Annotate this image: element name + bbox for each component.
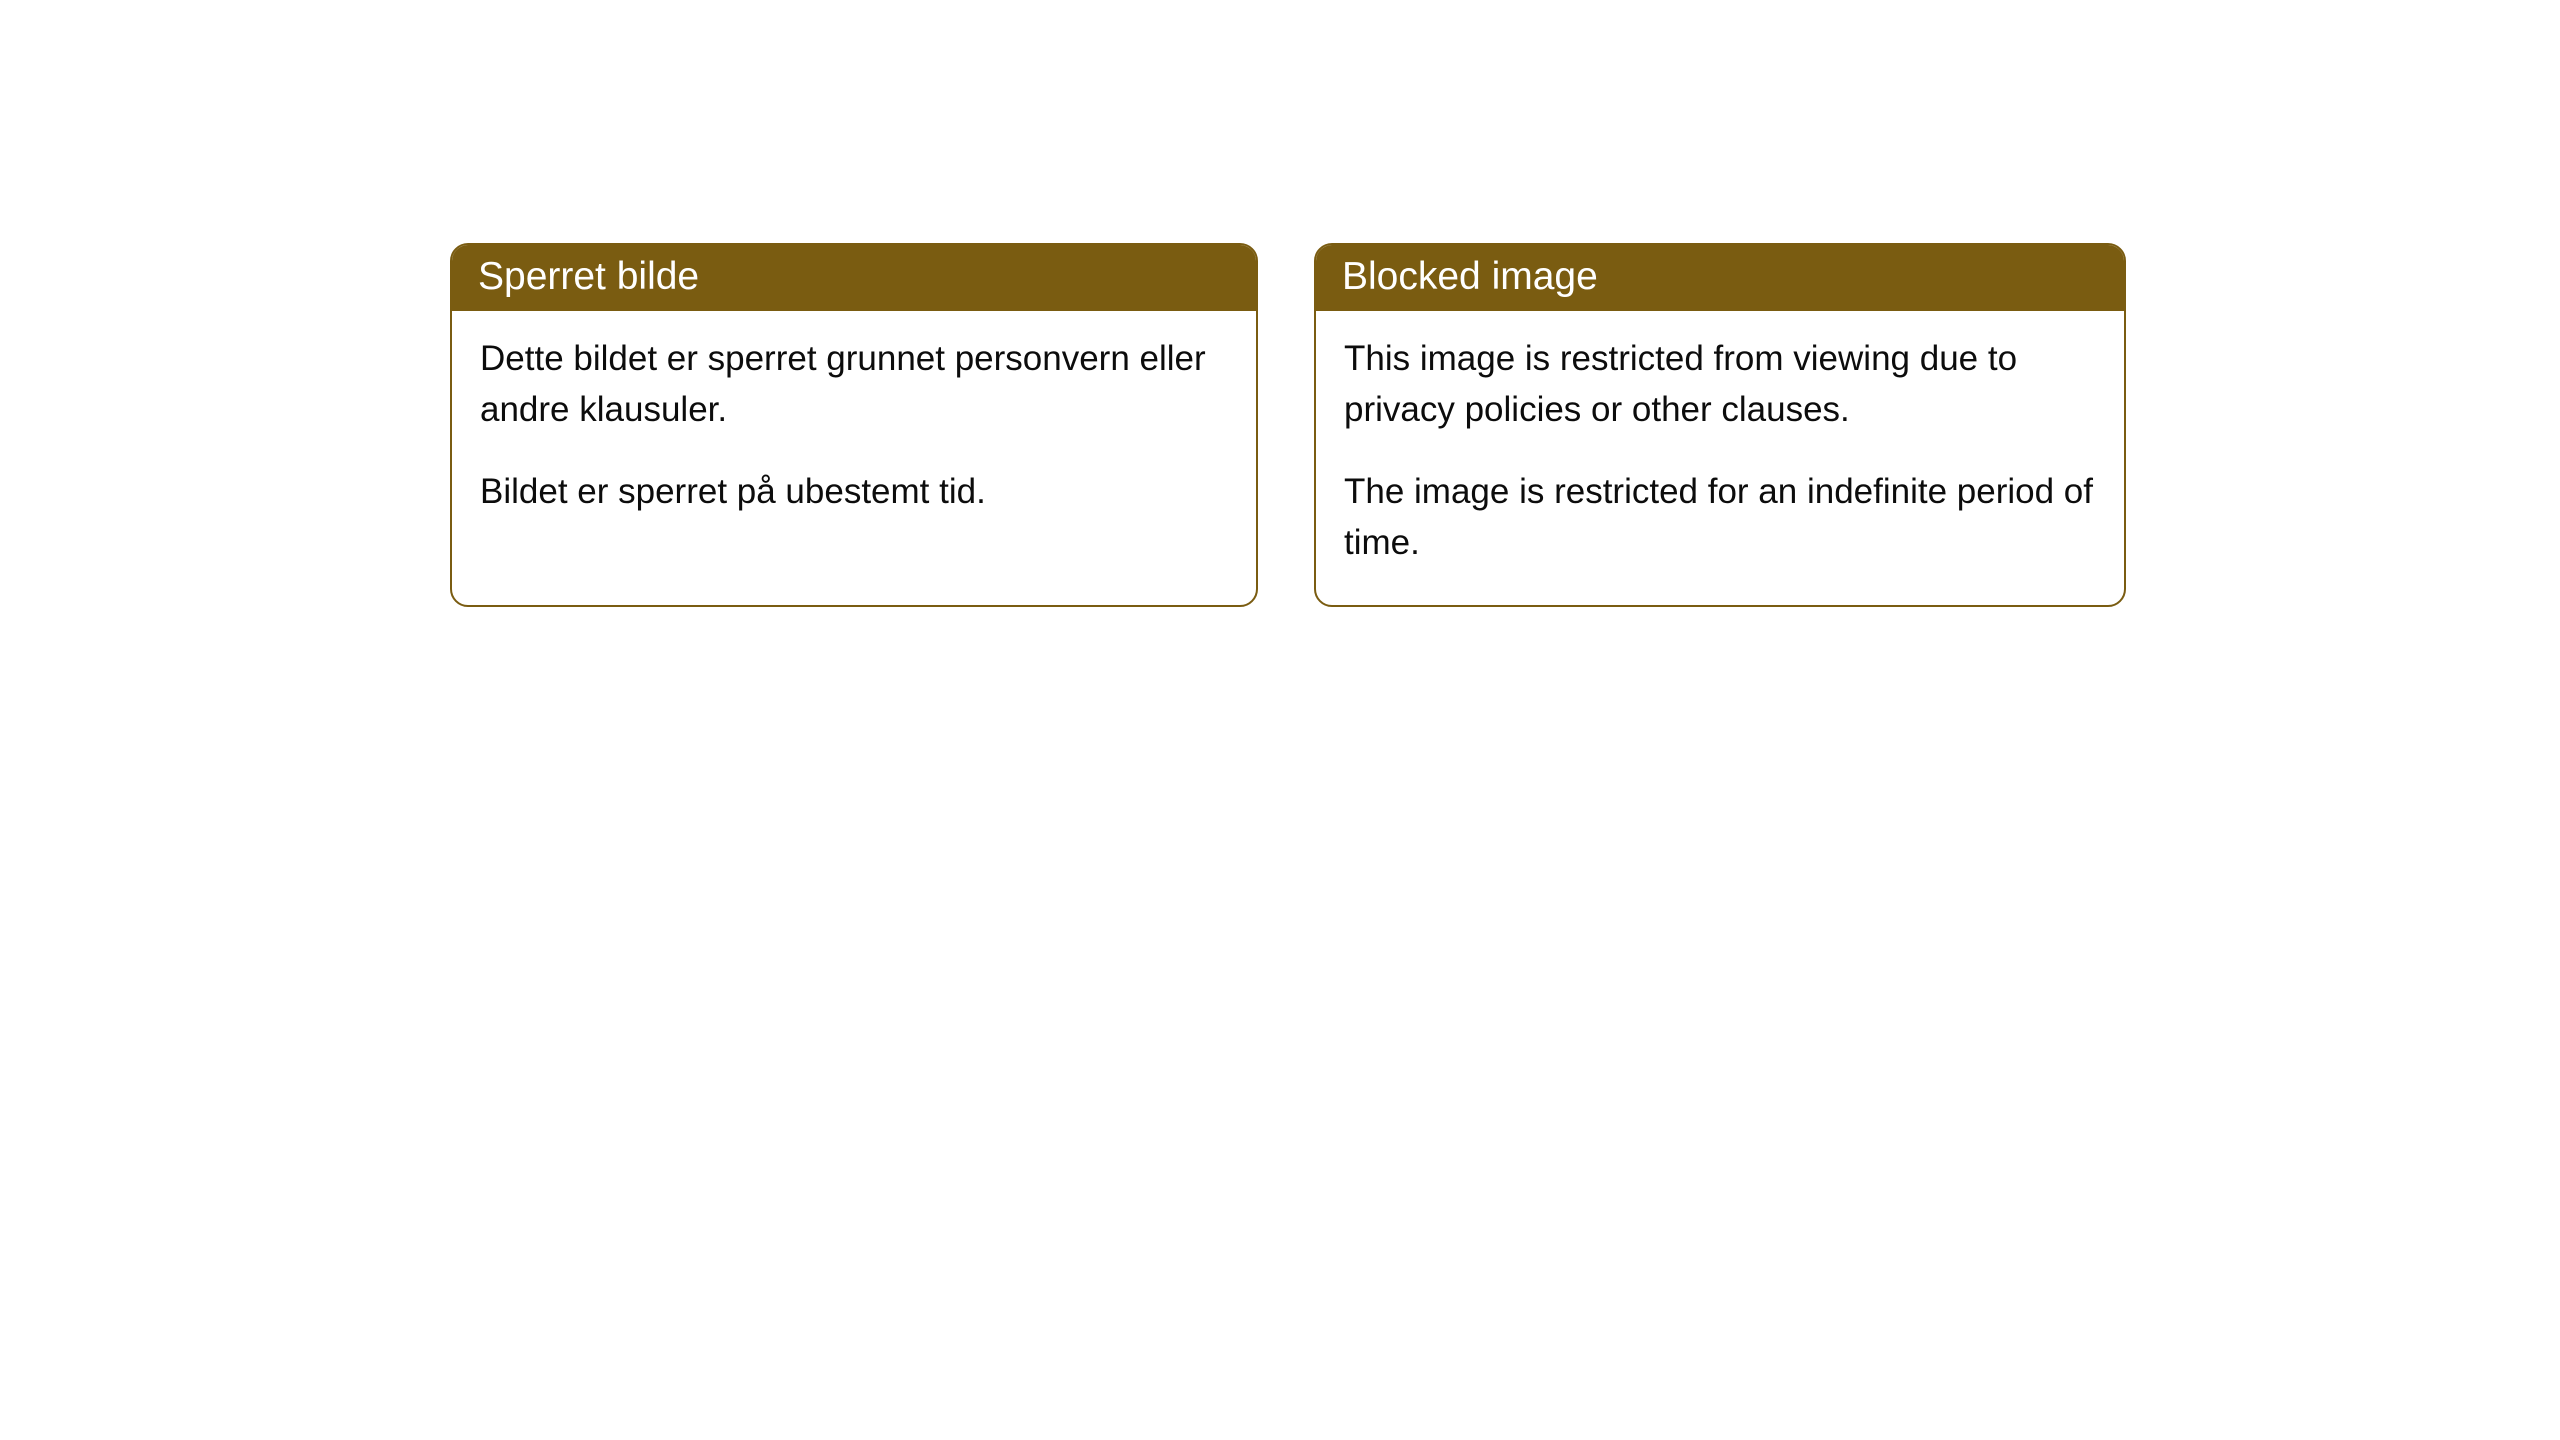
card-body: This image is restricted from viewing du… <box>1316 311 2124 605</box>
notice-cards-container: Sperret bilde Dette bildet er sperret gr… <box>450 243 2126 607</box>
card-header: Blocked image <box>1316 245 2124 311</box>
card-paragraph: This image is restricted from viewing du… <box>1344 333 2096 436</box>
card-paragraph: Dette bildet er sperret grunnet personve… <box>480 333 1228 436</box>
card-paragraph: Bildet er sperret på ubestemt tid. <box>480 466 1228 517</box>
card-body: Dette bildet er sperret grunnet personve… <box>452 311 1256 553</box>
card-paragraph: The image is restricted for an indefinit… <box>1344 466 2096 569</box>
card-header: Sperret bilde <box>452 245 1256 311</box>
card-title: Blocked image <box>1342 255 1598 298</box>
notice-card-english: Blocked image This image is restricted f… <box>1314 243 2126 607</box>
notice-card-norwegian: Sperret bilde Dette bildet er sperret gr… <box>450 243 1258 607</box>
card-title: Sperret bilde <box>478 255 699 298</box>
